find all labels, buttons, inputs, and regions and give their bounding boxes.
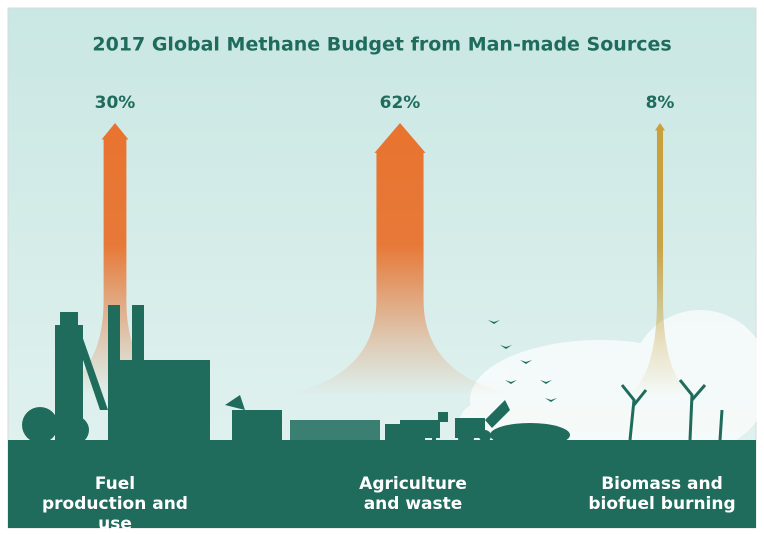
category-label: Biomass and biofuel burning: [586, 474, 738, 514]
chart-title: 2017 Global Methane Budget from Man-made…: [92, 34, 671, 56]
chart: 2017 Global Methane Budget from Man-made…: [0, 0, 764, 534]
value-label: 30%: [95, 93, 136, 113]
category-label: Agriculture and waste: [358, 474, 468, 514]
infographic: 2017 Global Methane Budget from Man-made…: [0, 0, 764, 534]
category-label: Fuel production and use: [40, 474, 190, 534]
value-label: 62%: [380, 93, 421, 113]
value-label: 8%: [646, 93, 675, 113]
